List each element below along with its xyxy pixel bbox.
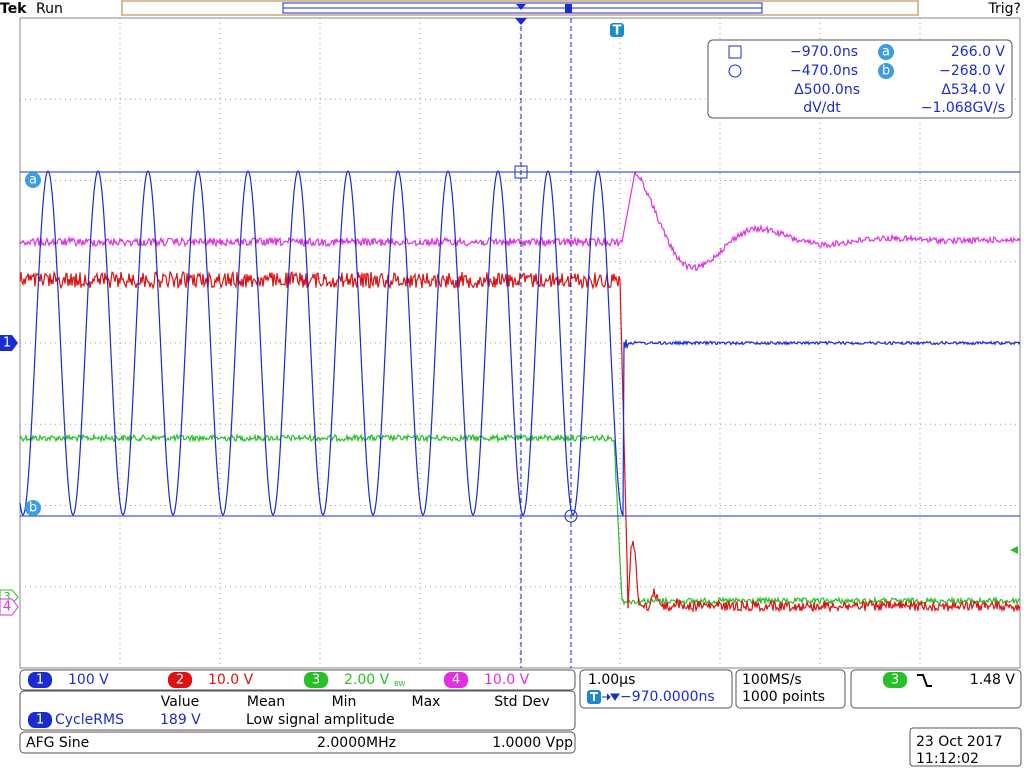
meas-header: Max <box>412 694 441 710</box>
cursor-readout <box>707 39 1013 119</box>
afg-panel <box>19 731 576 754</box>
measurement-headers: Value Mean Min Max Std Dev <box>161 694 550 710</box>
channel-number: 1 <box>36 673 44 688</box>
cursor-a-badge <box>25 172 41 188</box>
channel-list: 1 100 V 2 10.0 V 3 2.00 V 4 10.0 V <box>28 672 530 688</box>
timebase-panel <box>579 669 733 709</box>
meas-header: Mean <box>247 694 285 710</box>
meas-header: Value <box>161 694 199 710</box>
channel-badge-bg <box>444 672 468 688</box>
meas-header: Min <box>332 694 357 710</box>
ch3-trace <box>19 432 1021 606</box>
meas-header: Std Dev <box>494 694 549 710</box>
readout-b: b <box>882 64 890 79</box>
cursor-circle <box>564 509 578 523</box>
readout-square <box>728 45 742 59</box>
meas-name: CycleRMS <box>55 712 124 728</box>
cursor-square <box>514 165 528 179</box>
readout-value-a: 266.0 V <box>951 44 1006 60</box>
channel-number: 4 <box>452 673 460 688</box>
readout-delta-t: Δ500.0ns <box>794 82 860 98</box>
channel-scale: 10.0 V <box>208 672 254 688</box>
readout-delta-v: Δ534.0 V <box>941 82 1005 98</box>
ch2-trace <box>19 270 1021 614</box>
trigger-pos-arrow <box>515 18 527 25</box>
readout-circle <box>728 64 742 78</box>
measurement-panel <box>19 690 576 731</box>
trigger-source: 3 <box>891 673 899 688</box>
afg-amplitude: 1.0000 Vpp <box>492 735 573 751</box>
channel-scale: 10.0 V <box>484 672 530 688</box>
trigger-level-marker <box>1010 546 1018 554</box>
trigger-marker-bg <box>610 23 624 37</box>
ch4-trace <box>19 171 1021 272</box>
sample-rate: 100MS/s <box>742 672 802 688</box>
waveforms <box>19 169 1021 614</box>
afg-frequency: 2.0000MHz <box>317 735 396 751</box>
ch4-marker-bg <box>0 598 19 616</box>
ch1-trace <box>19 169 1021 517</box>
channel-scale: 100 V <box>68 672 109 688</box>
record-t-pos <box>565 4 572 13</box>
ch1-marker: 1 <box>3 336 11 351</box>
readout-a: a <box>882 45 890 60</box>
time: 11:12:02 <box>916 751 979 767</box>
ch4-marker: 4 <box>3 600 11 615</box>
tb-t-glyph <box>590 692 598 701</box>
graticule <box>19 17 1021 669</box>
trigger-level: 1.48 V <box>970 672 1016 688</box>
trigger-status: Trig? <box>988 1 1021 17</box>
channel-bar <box>19 669 576 691</box>
readout-time-a: −970.0ns <box>790 44 858 60</box>
cursor-b-badge <box>25 500 41 516</box>
record-length: 1000 points <box>742 689 825 705</box>
date: 23 Oct 2017 <box>916 734 1003 750</box>
brand: Tek <box>0 1 27 17</box>
tb-arrow <box>602 693 620 701</box>
trigger-slope <box>917 674 932 687</box>
datetime-panel <box>909 727 1022 767</box>
meas-value: 189 V <box>160 712 201 728</box>
acquisition-panel <box>735 669 846 709</box>
record-trigger-pos <box>516 4 526 10</box>
readout-time-b: −470.0ns <box>790 63 858 79</box>
channel-badge-bg <box>168 672 192 688</box>
channel-badge-bg <box>28 672 52 688</box>
ch1-marker-bg <box>0 335 18 351</box>
timebase-position: −970.0000ns <box>620 689 715 705</box>
ch3-marker: 3 <box>4 590 11 603</box>
trig-source-bg <box>883 672 907 688</box>
meas-source-bg <box>28 712 52 728</box>
channel-scale: 2.00 V <box>344 672 390 688</box>
bw-limit: BW <box>394 680 406 688</box>
readout-dvdt-label: dV/dt <box>803 100 841 116</box>
cursor-b-label: b <box>29 501 37 516</box>
run-status: Run <box>36 1 63 17</box>
afg-label: AFG Sine <box>26 735 89 751</box>
readout-value-b: −268.0 V <box>939 63 1005 79</box>
meas-source: 1 <box>36 713 44 728</box>
readout-b-badge <box>878 63 894 79</box>
trigger-marker: T <box>613 24 622 39</box>
channel-number: 2 <box>176 673 184 688</box>
timebase-scale: 1.00µs <box>588 672 635 688</box>
channel-badge-bg <box>304 672 328 688</box>
readout-dvdt: −1.068GV/s <box>921 100 1005 116</box>
channel-number: 3 <box>312 673 320 688</box>
meas-note: Low signal amplitude <box>246 712 395 728</box>
cursor-a-label: a <box>29 173 37 188</box>
readout-a-badge <box>878 44 894 60</box>
